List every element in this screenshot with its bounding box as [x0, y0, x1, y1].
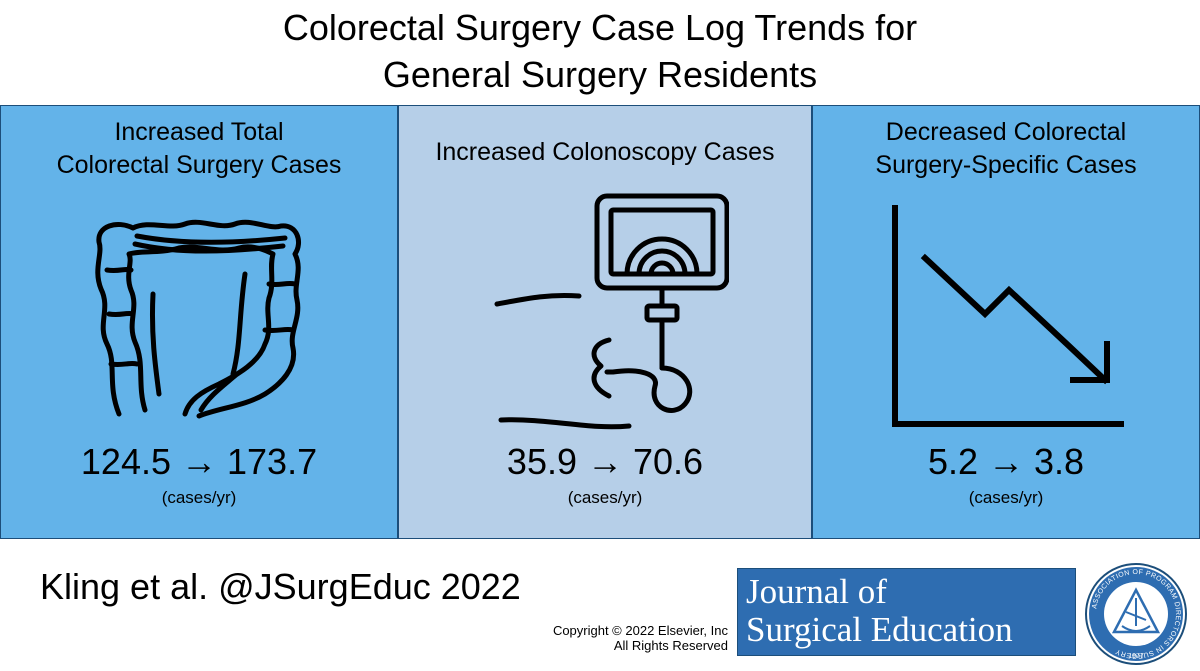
panel-unit: (cases/yr) [968, 488, 1044, 507]
panel-title-line-1: Increased Colonoscopy Cases [435, 138, 775, 166]
page-title: Colorectal Surgery Case Log Trends for G… [0, 4, 1200, 98]
apds-seal-icon: ASSOCIATION OF PROGRAM DIRECTORS IN SURG… [1085, 563, 1187, 665]
panels-row: Increased Total Colorectal Surgery Cases… [0, 105, 1200, 539]
panel-title-line-2: Colorectal Surgery Cases [56, 151, 342, 179]
panel-value: 124.5 → 173.7 [80, 441, 318, 482]
journal-name-line-2: Surgical Education [746, 610, 1013, 649]
downward-trend-chart-icon [892, 205, 1124, 427]
panel-value: 35.9 → 70.6 [506, 441, 704, 482]
panel-total-colorectal: Increased Total Colorectal Surgery Cases… [0, 106, 398, 538]
seal-year: 1977 [1128, 653, 1144, 660]
panel-colorectal-specific: Decreased Colorectal Surgery-Specific Ca… [812, 106, 1200, 538]
panel-colonoscopy: Increased Colonoscopy Cases 35.9 → 70.6 … [398, 106, 812, 538]
panel-title: Increased Total Colorectal Surgery Cases [1, 116, 397, 182]
panel-unit: (cases/yr) [161, 488, 237, 507]
copyright-line-1: Copyright © 2022 Elsevier, Inc [552, 623, 728, 638]
panel-title-line-2: Surgery-Specific Cases [875, 151, 1137, 179]
title-line-1: Colorectal Surgery Case Log Trends for [282, 7, 918, 48]
colonoscopy-icon [494, 193, 729, 430]
copyright-line-2: All Rights Reserved [613, 638, 728, 653]
panel-title-line-1: Increased Total [114, 118, 284, 146]
panel-unit: (cases/yr) [567, 488, 643, 507]
panel-title: Increased Colonoscopy Cases [399, 136, 811, 169]
panel-title: Decreased Colorectal Surgery-Specific Ca… [813, 116, 1199, 182]
citation: Kling et al. @JSurgEduc 2022 [40, 566, 521, 607]
journal-name-line-1: Journal of [746, 572, 887, 611]
journal-logo: Journal of Surgical Education [737, 568, 1076, 656]
copyright-notice: Copyright © 2022 Elsevier, Inc All Right… [553, 623, 728, 653]
panel-value: 5.2 → 3.8 [927, 441, 1085, 482]
panel-title-line-1: Decreased Colorectal [885, 118, 1127, 146]
colon-icon [95, 219, 301, 419]
title-line-2: General Surgery Residents [382, 54, 818, 95]
